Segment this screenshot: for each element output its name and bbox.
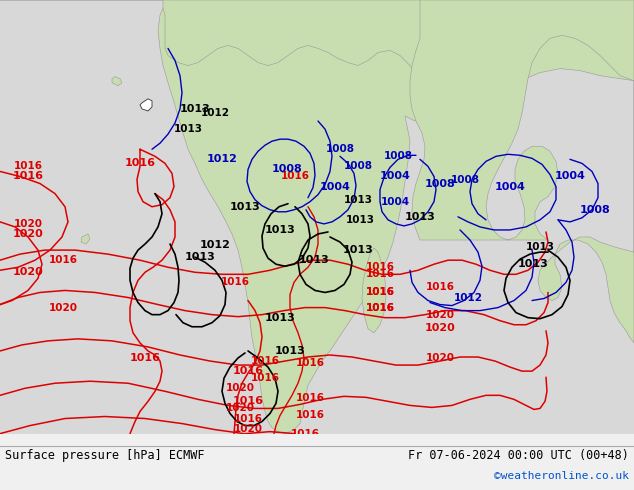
Text: 1013: 1013 <box>174 124 202 134</box>
Text: 1013: 1013 <box>275 346 306 356</box>
Text: 1013: 1013 <box>344 195 373 205</box>
Text: 1008: 1008 <box>451 174 479 185</box>
Text: 1016: 1016 <box>250 373 280 383</box>
Text: 1008: 1008 <box>425 178 455 189</box>
Text: 1016: 1016 <box>221 277 250 287</box>
Polygon shape <box>538 0 634 343</box>
Polygon shape <box>410 0 634 240</box>
Text: 1016: 1016 <box>295 393 325 403</box>
Text: ©weatheronline.co.uk: ©weatheronline.co.uk <box>494 471 629 481</box>
Text: 1008: 1008 <box>325 144 354 154</box>
Text: 1020: 1020 <box>425 310 455 319</box>
Text: 1013: 1013 <box>264 225 295 235</box>
Text: 1004: 1004 <box>380 172 410 181</box>
Text: 1012: 1012 <box>207 154 238 164</box>
Text: 1016: 1016 <box>365 262 394 272</box>
Text: 1008: 1008 <box>344 161 373 172</box>
Text: 1004: 1004 <box>320 182 351 192</box>
Text: Fr 07-06-2024 00:00 UTC (00+48): Fr 07-06-2024 00:00 UTC (00+48) <box>408 448 629 462</box>
Text: 1016: 1016 <box>124 158 155 169</box>
Text: 1016: 1016 <box>295 411 325 420</box>
Text: 1008: 1008 <box>384 151 413 161</box>
Text: 1016: 1016 <box>425 282 455 293</box>
Text: 1013: 1013 <box>404 212 436 222</box>
Text: 1016: 1016 <box>233 396 264 406</box>
Text: 1020: 1020 <box>13 229 43 239</box>
Text: 1020: 1020 <box>226 383 254 393</box>
Text: 1024: 1024 <box>233 439 264 449</box>
Text: 1013: 1013 <box>264 313 295 323</box>
Text: 1008: 1008 <box>271 165 302 174</box>
Text: 1016: 1016 <box>13 161 42 172</box>
Text: 1016: 1016 <box>250 356 280 366</box>
Text: 1016: 1016 <box>233 414 262 423</box>
Polygon shape <box>140 99 152 111</box>
Text: 1016: 1016 <box>365 303 394 313</box>
Text: 1020: 1020 <box>226 403 254 414</box>
Text: 1013: 1013 <box>184 252 216 262</box>
Text: 1020: 1020 <box>13 219 42 229</box>
Text: 1004: 1004 <box>495 182 526 192</box>
Text: 1016: 1016 <box>48 255 77 265</box>
Text: 1012: 1012 <box>200 108 230 118</box>
Text: 1016: 1016 <box>129 353 160 363</box>
Text: 1016: 1016 <box>365 288 394 297</box>
Text: 1020: 1020 <box>13 267 43 277</box>
Polygon shape <box>81 234 90 244</box>
Polygon shape <box>362 248 386 333</box>
Text: 1004: 1004 <box>380 196 410 207</box>
Text: 1016: 1016 <box>13 172 44 181</box>
Text: 1013: 1013 <box>526 242 555 252</box>
Text: 1013: 1013 <box>346 215 375 225</box>
Text: 1020: 1020 <box>425 323 455 333</box>
Text: 1016: 1016 <box>365 303 394 313</box>
Text: 1013: 1013 <box>342 245 373 255</box>
Text: 1012: 1012 <box>453 293 482 302</box>
Text: 1004: 1004 <box>555 172 585 181</box>
Text: 1013: 1013 <box>517 259 548 269</box>
Polygon shape <box>158 0 428 434</box>
Text: 1020: 1020 <box>233 424 262 434</box>
Text: 1028: 1028 <box>231 451 261 461</box>
Text: 1013: 1013 <box>230 202 261 212</box>
Text: 1013: 1013 <box>299 255 330 265</box>
Polygon shape <box>0 0 634 86</box>
Polygon shape <box>112 76 122 86</box>
Text: 1020: 1020 <box>48 303 77 313</box>
Text: 1016: 1016 <box>233 366 264 376</box>
Text: 1016: 1016 <box>365 270 394 279</box>
Text: 1016: 1016 <box>295 358 325 368</box>
Text: 1013: 1013 <box>179 104 210 114</box>
Text: 1012: 1012 <box>200 240 230 250</box>
Text: Surface pressure [hPa] ECMWF: Surface pressure [hPa] ECMWF <box>5 448 205 462</box>
Text: 1008: 1008 <box>579 205 611 215</box>
Text: 1016: 1016 <box>290 429 320 439</box>
Text: 1016: 1016 <box>280 172 309 181</box>
Text: 1020: 1020 <box>425 353 455 363</box>
Text: 1016: 1016 <box>365 288 394 297</box>
